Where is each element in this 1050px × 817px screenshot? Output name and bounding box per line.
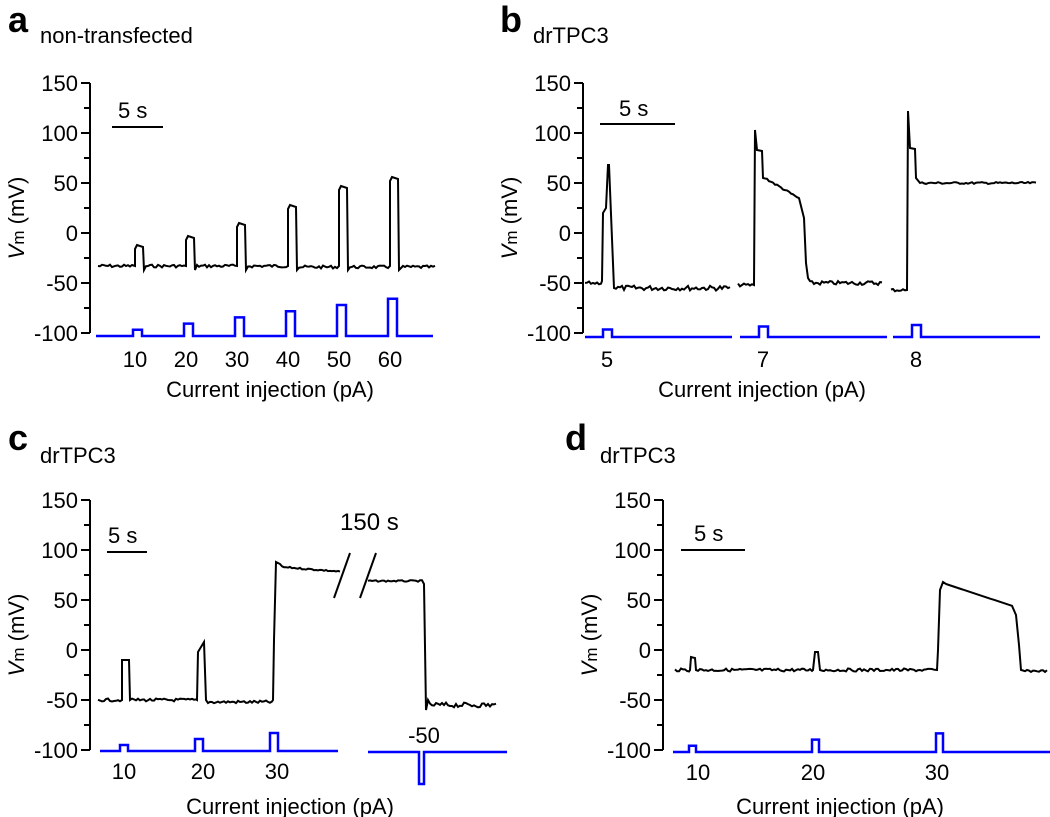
scalebar-label: 5 s (108, 523, 137, 548)
y-tick-label: 100 (614, 538, 651, 563)
stimulus-trace (96, 297, 433, 338)
y-tick-label: -100 (607, 738, 651, 763)
axis-break-mark (359, 552, 377, 599)
x-tick-label: 30 (225, 347, 249, 372)
x-tick-label: 20 (174, 347, 198, 372)
voltage-trace-post-break (367, 579, 497, 711)
y-tick-label: -50 (539, 271, 571, 296)
stimulus-trace (893, 323, 1040, 339)
x-tick-label: 30 (265, 759, 289, 784)
x-tick-label: 30 (925, 760, 949, 785)
x-tick-label: 20 (801, 760, 825, 785)
panel-a: a non-transfected 150 100 50 0 -50 -100 Vm (mV) C… (4, 0, 436, 402)
panel-letter: b (500, 0, 522, 40)
panel-letter: d (565, 417, 587, 458)
x-tick-label: 20 (191, 759, 215, 784)
x-tick-label: 7 (757, 347, 769, 372)
x-axis-label: Current injection (pA) (658, 377, 866, 402)
y-tick-label: 100 (534, 121, 571, 146)
y-tick-label: 50 (54, 171, 78, 196)
panel-title: drTPC3 (600, 443, 676, 468)
panel-c: c drTPC3 150 100 50 0 -50 -100 Vm (mV) Current in… (4, 417, 507, 817)
x-tick-label: 40 (276, 347, 300, 372)
x-tick-label: 10 (686, 760, 710, 785)
panel-title: drTPC3 (40, 443, 116, 468)
y-tick-label: 50 (54, 588, 78, 613)
y-tick-label: -50 (46, 271, 78, 296)
y-tick-label: 0 (66, 638, 78, 663)
y-tick-label: -50 (46, 688, 78, 713)
x-axis-label: Current injection (pA) (186, 794, 394, 817)
panel-b: b drTPC3 150 100 50 0 -50 -100 Vm (mV) Current in… (497, 0, 1040, 402)
y-axis-label: Vm (mV) (4, 594, 29, 677)
y-axis-label: Vm (mV) (577, 594, 602, 677)
scalebar-label: 5 s (619, 96, 648, 121)
y-tick-label: 150 (41, 71, 78, 96)
y-tick-label: 100 (41, 538, 78, 563)
x-tick-label: 10 (123, 347, 147, 372)
panel-letter: a (8, 0, 29, 40)
y-tick-label: 0 (66, 221, 78, 246)
axis-break-mark (333, 552, 351, 599)
x-tick-label: 8 (910, 347, 922, 372)
panel-title: drTPC3 (533, 23, 609, 48)
y-tick-label: 150 (41, 488, 78, 513)
x-tick-label: 5 (601, 347, 613, 372)
y-tick-label: -100 (527, 321, 571, 346)
x-axis-label: Current injection (pA) (166, 377, 374, 402)
voltage-trace-8pA (890, 110, 1037, 293)
stimulus-trace (740, 325, 887, 339)
panel-letter: c (8, 417, 28, 458)
stimulus-trace-negative (368, 750, 507, 786)
time-break-label: 150 s (340, 509, 399, 536)
y-axis-label: Vm (mV) (4, 177, 29, 260)
panel-title: non-transfected (40, 23, 193, 48)
y-tick-label: -50 (619, 688, 651, 713)
voltage-trace-pre-break (97, 560, 341, 705)
x-tick-label: -50 (408, 723, 440, 748)
y-tick-label: 150 (614, 488, 651, 513)
voltage-trace-5pA (584, 164, 731, 293)
y-tick-label: 50 (547, 171, 571, 196)
y-tick-label: -100 (34, 738, 78, 763)
stimulus-trace (585, 328, 732, 339)
panel-d: d drTPC3 150 100 50 0 -50 -100 Vm (mV) Current in… (565, 417, 1050, 817)
y-axis-label: Vm (mV) (497, 177, 522, 260)
y-tick-label: 100 (41, 121, 78, 146)
voltage-trace-7pA (737, 129, 883, 288)
stimulus-trace (100, 731, 338, 753)
scalebar-label: 5 s (694, 521, 723, 546)
y-tick-label: 50 (627, 588, 651, 613)
x-axis-label: Current injection (pA) (736, 794, 944, 817)
scalebar-label: 5 s (118, 98, 147, 123)
y-tick-label: 0 (639, 638, 651, 663)
y-tick-label: 150 (534, 71, 571, 96)
y-tick-label: 0 (559, 221, 571, 246)
x-tick-label: 60 (378, 347, 402, 372)
stimulus-trace (673, 732, 1050, 754)
y-tick-label: -100 (34, 321, 78, 346)
voltage-trace (674, 580, 1048, 674)
x-tick-label: 10 (112, 759, 136, 784)
voltage-trace (97, 175, 436, 274)
x-tick-label: 50 (327, 347, 351, 372)
